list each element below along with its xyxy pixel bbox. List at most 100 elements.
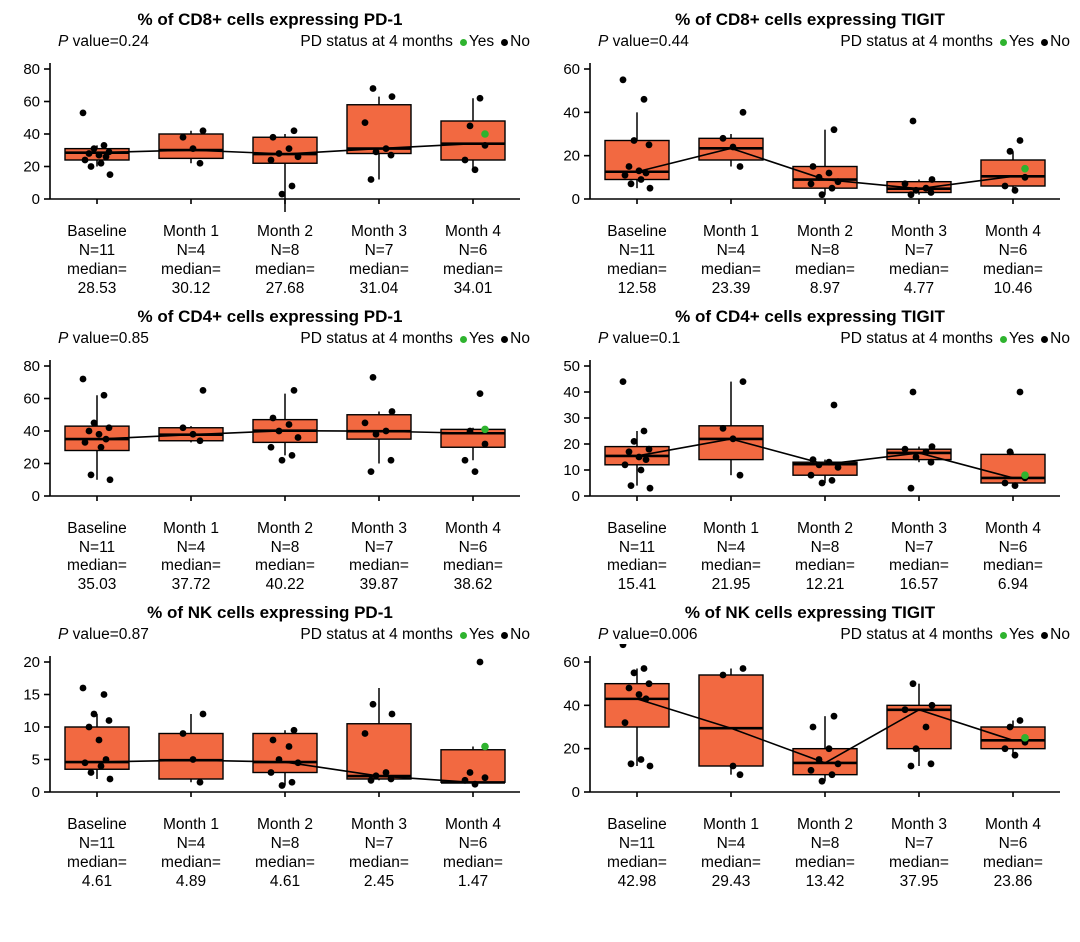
- median-value-label: 40.22: [265, 576, 305, 594]
- data-point: [85, 723, 93, 731]
- x-axis-labels: Baseline N=11 median= 42.98 Month 1 N=4 median…: [590, 816, 1060, 892]
- n-label: N=8: [270, 538, 300, 556]
- legend-yes-dot-icon: [459, 632, 467, 640]
- median-value-label: 42.98: [617, 872, 657, 890]
- data-point: [818, 778, 826, 785]
- data-point: [729, 143, 737, 151]
- y-tick-label: 30: [563, 410, 580, 427]
- data-point: [85, 150, 93, 157]
- data-point: [739, 377, 747, 385]
- data-point: [179, 133, 187, 141]
- data-point: [809, 163, 817, 170]
- data-point: [630, 137, 638, 144]
- data-point: [642, 169, 650, 177]
- median-value-label: 23.86: [993, 872, 1033, 890]
- y-tick-label: 10: [563, 462, 580, 479]
- y-tick-label: 5: [32, 752, 40, 769]
- y-tick-label: 40: [563, 384, 580, 401]
- data-point: [196, 436, 204, 444]
- plot-svg: 0 20 40 60 80: [23, 358, 520, 505]
- legend-no-dot-icon: [1041, 335, 1049, 343]
- box: [252, 136, 318, 164]
- box: [440, 749, 506, 784]
- data-point: [928, 702, 936, 709]
- data-point: [646, 184, 654, 192]
- legend-no-dot-icon: [1041, 39, 1049, 46]
- legend-no-dot-icon: [501, 39, 509, 46]
- y-tick-label: 0: [572, 784, 580, 801]
- y-tick-label: 10: [23, 719, 40, 736]
- p-italic: P: [58, 33, 69, 50]
- x-axis-labels: Baseline N=11 median= 12.58 Month 1 N=4 median…: [590, 223, 1060, 299]
- p-value-label: P value=0.44: [598, 33, 689, 51]
- data-point: [719, 671, 727, 679]
- data-point: [807, 767, 815, 774]
- data-point: [625, 684, 633, 692]
- data-point: [81, 156, 89, 164]
- x-axis-label-group: Month 2 N=8 median= 40.22: [238, 520, 332, 596]
- n-label: N=8: [810, 241, 840, 259]
- chart-title: % of CD4+ cells expressing TIGIT: [675, 306, 945, 326]
- box: [252, 733, 318, 774]
- median-prefix-label: median=: [349, 854, 409, 872]
- data-point: [1016, 388, 1024, 396]
- p-text: value=0.85: [68, 329, 149, 347]
- y-tick-label: 80: [23, 358, 40, 375]
- data-point: [1011, 752, 1019, 759]
- p-italic: P: [58, 329, 69, 347]
- median-prefix-label: median=: [67, 854, 127, 872]
- median-trend-line: [96, 142, 474, 155]
- data-point: [290, 386, 298, 394]
- median-prefix-label: median=: [983, 557, 1043, 575]
- data-point: [372, 772, 380, 780]
- data-point: [621, 719, 629, 727]
- x-category-label: Month 3: [890, 223, 947, 240]
- chart-title: % of NK cells expressing PD-1: [147, 603, 393, 623]
- data-point: [189, 756, 197, 764]
- p-value-label: P value=0.24: [58, 33, 149, 51]
- x-category-label: Month 1: [702, 816, 759, 834]
- median-prefix-label: median=: [983, 260, 1043, 278]
- n-label: N=11: [78, 835, 116, 853]
- data-point: [834, 463, 842, 471]
- data-point: [719, 134, 727, 142]
- chart-panel-cd4-pd1: % of CD4+ cells expressing PD-1 P value=…: [0, 303, 540, 596]
- data-point: [90, 419, 98, 426]
- data-point: [1021, 173, 1029, 181]
- data-point: [928, 176, 936, 183]
- chart-panel-nk-tigit: % of NK cells expressing TIGIT P value=0…: [540, 599, 1080, 892]
- data-point: [79, 684, 87, 692]
- data-point: [278, 456, 286, 464]
- data-point: [294, 759, 302, 767]
- data-point: [105, 717, 113, 725]
- data-point: [619, 377, 627, 385]
- data-point: [275, 756, 283, 764]
- data-point: [640, 95, 648, 103]
- median-prefix-label: median=: [701, 854, 761, 872]
- plot-svg: 0 10 20 30 40 50: [563, 358, 1060, 505]
- data-point: [461, 777, 469, 784]
- data-point: [372, 148, 380, 156]
- n-label: N=8: [810, 835, 840, 853]
- data-point: [285, 743, 293, 751]
- data-point: [637, 756, 645, 764]
- data-point: [100, 691, 108, 699]
- data-point: [825, 745, 833, 753]
- data-point: [637, 466, 645, 474]
- n-label: N=11: [78, 241, 116, 259]
- x-category-label: Month 4: [984, 223, 1041, 240]
- data-point: [97, 762, 105, 770]
- y-tick-label: 80: [23, 61, 40, 78]
- p-value-label: P value=0.1: [598, 330, 680, 348]
- data-point: [642, 455, 650, 463]
- x-category-label: Month 4: [444, 816, 501, 834]
- n-label: N=6: [998, 538, 1028, 556]
- x-axis-label-group: Baseline N=11 median= 15.41: [590, 520, 684, 596]
- x-category-label: Month 1: [162, 223, 219, 240]
- median-prefix-label: median=: [161, 854, 221, 872]
- y-tick-label: 20: [23, 159, 40, 176]
- n-label: N=6: [458, 241, 488, 259]
- data-point: [928, 442, 936, 450]
- data-point: [387, 456, 395, 464]
- median-prefix-label: median=: [607, 260, 667, 278]
